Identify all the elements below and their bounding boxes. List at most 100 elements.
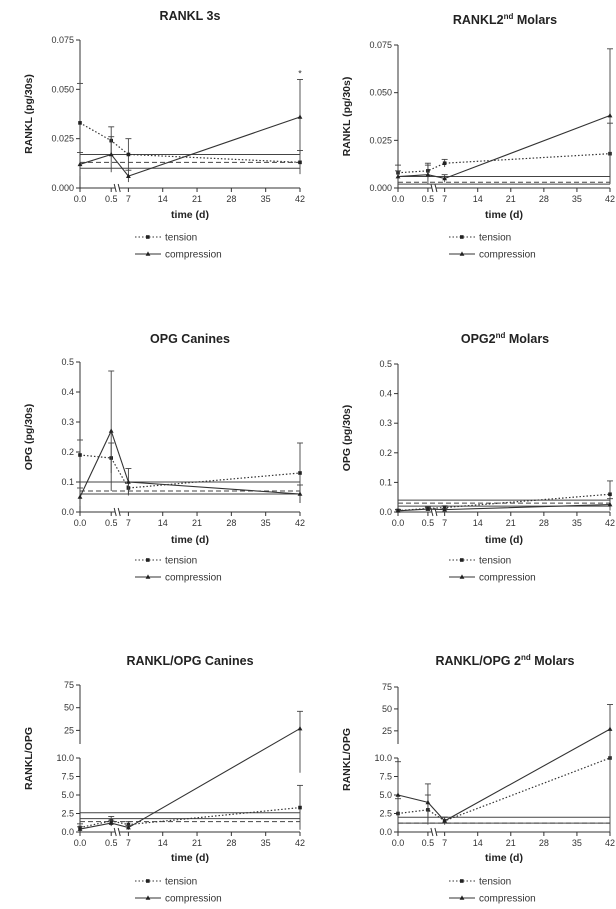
legend-label-tension: tension — [165, 877, 197, 888]
legend-marker-compression — [145, 574, 151, 579]
x-tick-label: 21 — [192, 518, 202, 528]
y-tick-label: 0.3 — [61, 417, 74, 427]
data-point-compression — [126, 479, 131, 484]
legend-marker-tension — [146, 235, 150, 239]
x-axis-break — [430, 827, 434, 837]
legend-marker-tension — [460, 558, 464, 562]
x-tick-label: 21 — [192, 194, 202, 204]
x-tick-label: 28 — [226, 194, 236, 204]
x-axis-break — [434, 827, 438, 837]
x-axis-break — [117, 507, 121, 517]
data-point-compression — [126, 173, 131, 178]
y-tick-label: 0.5 — [61, 357, 74, 367]
y-tick-label: 0.1 — [61, 477, 74, 487]
y-tick-label: 10.0 — [56, 753, 74, 763]
legend-label-tension: tension — [479, 556, 511, 567]
legend-marker-compression — [459, 574, 465, 579]
data-point-compression — [425, 799, 431, 805]
legend-label-tension: tension — [165, 233, 197, 244]
x-tick-label: 7 — [442, 518, 447, 528]
data-point-tension — [298, 805, 302, 810]
data-point-compression — [77, 826, 83, 831]
x-tick-label: 21 — [506, 194, 516, 204]
series-line-compression — [79, 728, 301, 830]
y-tick-label: 0.075 — [51, 35, 74, 45]
y-tick-label: 0.0 — [61, 507, 74, 517]
y-tick-label: 10.0 — [374, 753, 392, 763]
data-point-compression — [297, 491, 303, 496]
data-point-compression — [395, 508, 401, 513]
panel-title: OPG Canines — [150, 332, 230, 346]
x-tick-label: 7 — [442, 838, 447, 848]
panel-title: RANKL/OPG 2nd Molars — [436, 653, 575, 668]
chart-panel-1: RANKL 3s 0.000 0.025 0.050 0.075 RANKL (pg/30… — [23, 9, 305, 261]
x-tick-label: 28 — [226, 838, 236, 848]
x-axis-label: time (d) — [485, 852, 523, 864]
x-tick-label: 14 — [473, 194, 483, 204]
x-tick-label: 0.0 — [74, 518, 87, 528]
y-tick-label: 0.000 — [51, 183, 74, 193]
legend-label-compression: compression — [479, 250, 536, 261]
y-axis-label: RANKL/OPG — [341, 728, 353, 791]
x-axis-label: time (d) — [171, 852, 209, 864]
data-point-tension — [126, 822, 131, 827]
x-tick-label: 21 — [506, 518, 516, 528]
y-tick-label: 50 — [64, 703, 74, 713]
legend-marker-compression — [145, 895, 151, 900]
y-tick-label: 5.0 — [61, 790, 74, 800]
x-tick-label: 0.0 — [392, 518, 405, 528]
x-tick-label: 0.5 — [422, 838, 435, 848]
chart-panel-2: RANKL2nd Molars 0.000 0.025 0.050 0.075 RANKL… — [341, 12, 615, 261]
data-point-compression — [297, 114, 303, 119]
panel-title: OPG2nd Molars — [461, 331, 549, 346]
x-tick-label: 14 — [473, 838, 483, 848]
data-point-tension — [298, 160, 302, 165]
y-tick-label: 0.5 — [379, 359, 392, 369]
y-tick-label: 5.0 — [379, 790, 392, 800]
series-line-compression — [397, 115, 611, 180]
data-point-compression — [126, 824, 131, 830]
x-tick-label: 28 — [539, 194, 549, 204]
x-axis-break — [113, 827, 117, 837]
x-axis-label: time (d) — [171, 534, 209, 546]
x-tick-label: 0.0 — [74, 194, 87, 204]
x-tick-label: 35 — [261, 518, 271, 528]
x-tick-label: 0.0 — [74, 838, 87, 848]
y-axis-label: OPG (pg/30s) — [341, 405, 353, 472]
series-line-tension — [79, 454, 301, 489]
x-tick-label: 35 — [261, 194, 271, 204]
x-tick-label: 21 — [192, 838, 202, 848]
legend-marker-compression — [459, 251, 465, 256]
x-tick-label: 35 — [261, 838, 271, 848]
x-tick-label: 42 — [605, 194, 615, 204]
legend-label-tension: tension — [165, 556, 197, 567]
data-point-compression — [607, 112, 613, 118]
x-tick-label: 0.5 — [105, 838, 118, 848]
y-tick-label: 7.5 — [379, 772, 392, 782]
x-tick-label: 14 — [158, 838, 168, 848]
y-axis-label: RANKL (pg/30s) — [341, 77, 353, 157]
x-tick-label: 28 — [226, 518, 236, 528]
x-tick-label: 0.5 — [105, 194, 118, 204]
legend-label-compression: compression — [165, 894, 222, 905]
y-tick-label: 0.0 — [379, 507, 392, 517]
series-line-compression — [397, 504, 611, 512]
y-tick-label: 0.025 — [51, 134, 74, 144]
y-axis-label: OPG (pg/30s) — [23, 404, 35, 471]
legend-label-compression: compression — [165, 250, 222, 261]
series-line-tension — [397, 153, 611, 174]
significance-marker: * — [298, 68, 302, 78]
legend-marker-compression — [459, 895, 465, 900]
y-tick-label: 0.4 — [61, 387, 74, 397]
data-point-compression — [395, 173, 401, 179]
y-tick-label: 0.2 — [61, 447, 74, 457]
x-axis-break — [113, 183, 117, 193]
data-point-compression — [108, 151, 114, 157]
data-point-compression — [442, 507, 448, 512]
series-line-compression — [79, 429, 301, 498]
series-line-compression — [397, 728, 611, 822]
data-point-compression — [77, 494, 83, 499]
data-point-tension — [298, 471, 302, 475]
data-point-compression — [108, 820, 114, 825]
